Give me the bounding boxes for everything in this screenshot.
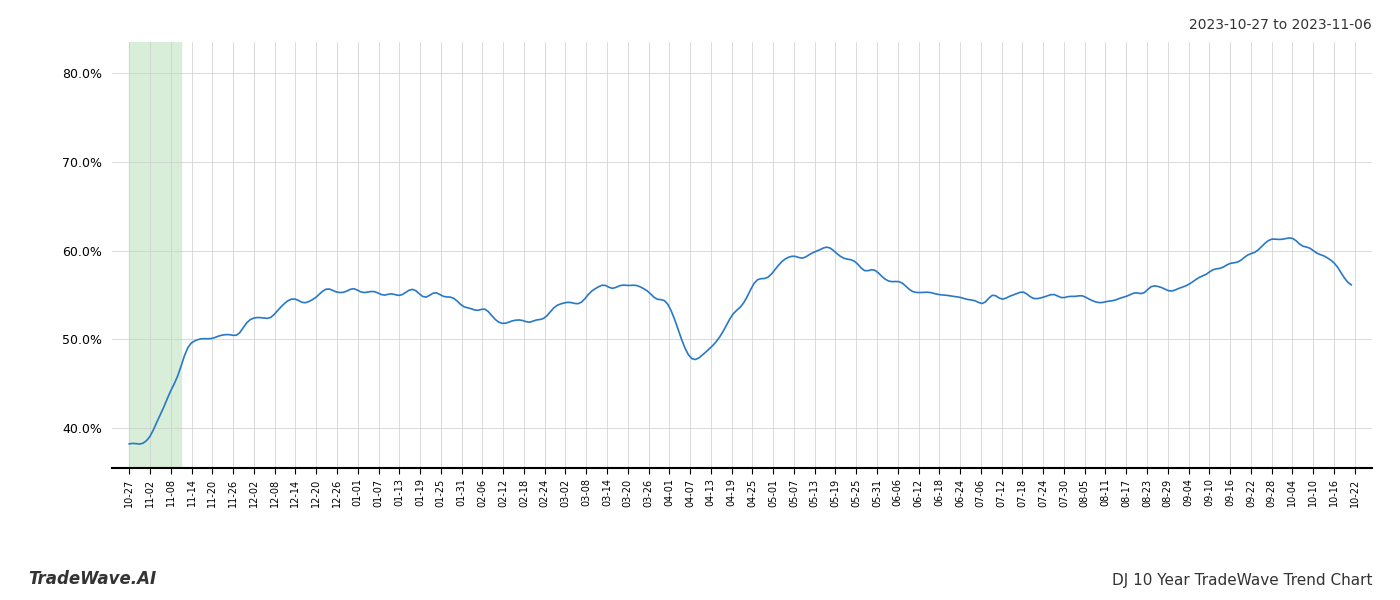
Bar	[129, 42, 181, 468]
Text: 2023-10-27 to 2023-11-06: 2023-10-27 to 2023-11-06	[1189, 18, 1372, 32]
Text: DJ 10 Year TradeWave Trend Chart: DJ 10 Year TradeWave Trend Chart	[1112, 573, 1372, 588]
Text: TradeWave.AI: TradeWave.AI	[28, 570, 157, 588]
